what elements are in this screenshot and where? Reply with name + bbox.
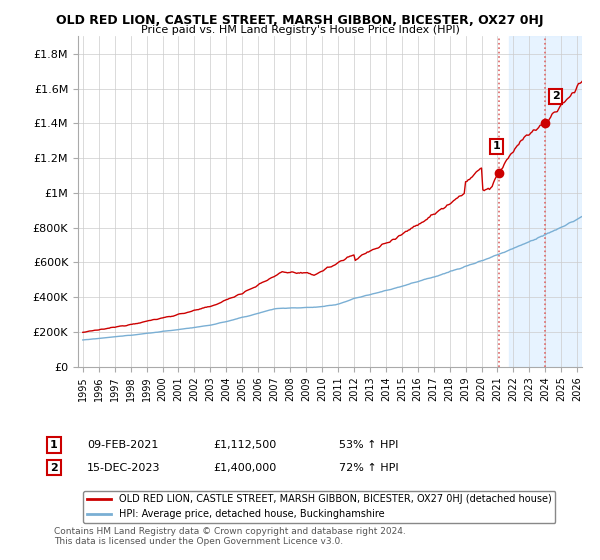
Text: Contains HM Land Registry data © Crown copyright and database right 2024.
This d: Contains HM Land Registry data © Crown c… [54, 526, 406, 546]
Text: OLD RED LION, CASTLE STREET, MARSH GIBBON, BICESTER, OX27 0HJ: OLD RED LION, CASTLE STREET, MARSH GIBBO… [56, 14, 544, 27]
Text: £1,112,500: £1,112,500 [213, 440, 276, 450]
Text: £1,400,000: £1,400,000 [213, 463, 276, 473]
Text: 15-DEC-2023: 15-DEC-2023 [87, 463, 161, 473]
Text: 09-FEB-2021: 09-FEB-2021 [87, 440, 158, 450]
Bar [509, 36, 582, 367]
Text: 2: 2 [50, 463, 58, 473]
Text: 2: 2 [552, 91, 560, 101]
Text: Price paid vs. HM Land Registry's House Price Index (HPI): Price paid vs. HM Land Registry's House … [140, 25, 460, 35]
Legend: OLD RED LION, CASTLE STREET, MARSH GIBBON, BICESTER, OX27 0HJ (detached house), : OLD RED LION, CASTLE STREET, MARSH GIBBO… [83, 491, 556, 523]
Text: 1: 1 [493, 141, 500, 151]
Text: 72% ↑ HPI: 72% ↑ HPI [339, 463, 398, 473]
Text: 1: 1 [50, 440, 58, 450]
Text: 53% ↑ HPI: 53% ↑ HPI [339, 440, 398, 450]
